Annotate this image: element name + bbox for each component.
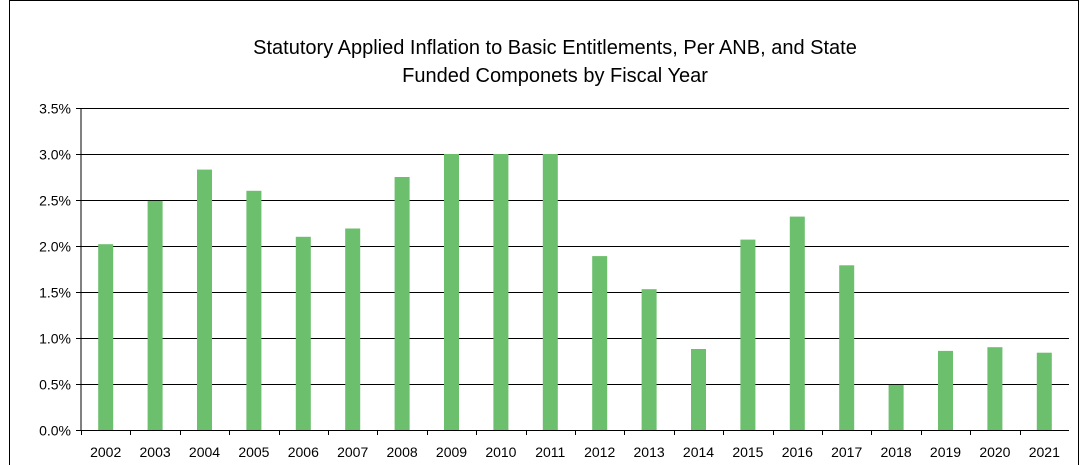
gridlines [76, 108, 1069, 431]
x-tick-label: 2011 [535, 444, 565, 460]
y-tick-label: 1.5% [39, 285, 71, 301]
x-tick-label: 2017 [831, 444, 862, 460]
y-tick-label: 1.0% [39, 331, 71, 347]
x-tick-label: 2013 [634, 444, 665, 460]
y-tick-label: 0.0% [39, 423, 71, 439]
x-tick-label: 2003 [140, 444, 171, 460]
bar-2003 [147, 200, 163, 430]
y-tick-label: 2.5% [39, 193, 71, 209]
x-tick-label: 2009 [436, 444, 467, 460]
x-tick-label: 2004 [189, 444, 220, 460]
x-tick-label: 2021 [1029, 444, 1060, 460]
bar-2014 [691, 349, 706, 430]
x-tick-label: 2020 [979, 444, 1010, 460]
x-tick-label: 2019 [930, 444, 961, 460]
bar-2019 [938, 350, 953, 430]
x-tick-label: 2014 [683, 444, 714, 460]
x-tick-label: 2016 [782, 444, 813, 460]
bar-2021 [1036, 352, 1052, 430]
bar-2015 [740, 239, 756, 430]
bar-2008 [394, 177, 410, 430]
chart-title-line-2: Funded Componets by Fiscal Year [402, 65, 708, 87]
bar-2004 [197, 169, 212, 430]
bar-2006 [295, 236, 311, 430]
bar-2009 [444, 154, 459, 430]
y-axis-ticks: 0.0% 0.5% 1.0% 1.5% 2.0% 2.5% 3.0% 3.5% [39, 101, 71, 439]
x-tick-label: 2010 [485, 444, 516, 460]
bar-2012 [592, 256, 608, 430]
x-tick-label: 2005 [238, 444, 269, 460]
bar-2016 [789, 216, 805, 430]
bar-2005 [246, 190, 262, 430]
x-axis-ticks: 2002 2003 2004 2005 2006 2007 2008 2009 2010 2011… [81, 430, 1060, 460]
x-tick-label: 2018 [881, 444, 912, 460]
y-tick-label: 3.0% [39, 147, 71, 163]
bar-2017 [839, 265, 855, 430]
y-tick-label: 3.5% [39, 101, 71, 117]
x-tick-label: 2002 [90, 444, 121, 460]
y-tick-label: 2.0% [39, 239, 71, 255]
bar-2010 [493, 154, 509, 430]
x-tick-label: 2007 [337, 444, 368, 460]
chart-title-line-1: Statutory Applied Inflation to Basic Ent… [253, 37, 857, 59]
y-tick-label: 0.5% [39, 377, 71, 393]
bar-2002 [98, 244, 114, 430]
bar-2007 [345, 228, 361, 430]
bar-2020 [987, 347, 1003, 430]
x-tick-label: 2015 [732, 444, 763, 460]
bar-2013 [641, 289, 657, 430]
bar-2011 [542, 154, 558, 430]
bar-2018 [888, 384, 904, 430]
x-tick-label: 2008 [387, 444, 418, 460]
x-tick-label: 2006 [288, 444, 319, 460]
x-tick-label: 2012 [584, 444, 615, 460]
bars [98, 154, 1052, 430]
